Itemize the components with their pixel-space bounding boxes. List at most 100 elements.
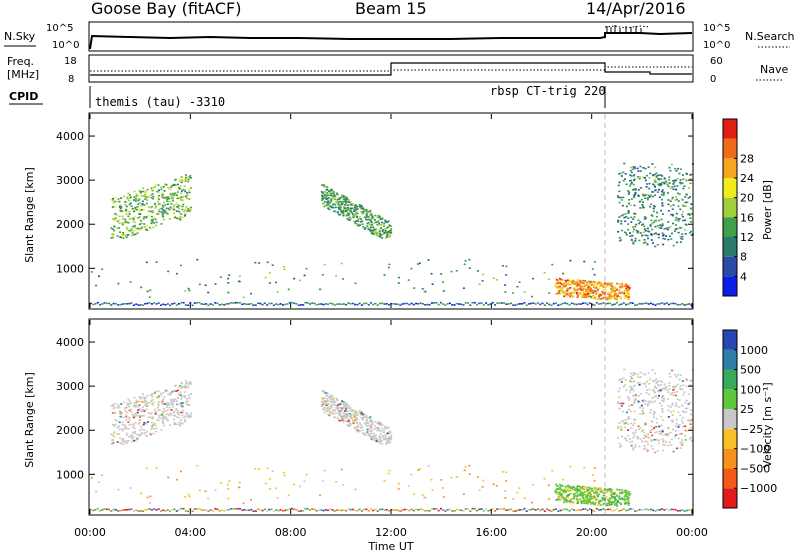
velocity-colorbar-swatch [723, 330, 737, 350]
power-echo-cell [629, 204, 632, 207]
velocity-echo-cell [284, 509, 287, 512]
velocity-echo-cell [611, 490, 614, 493]
velocity-echo-cell [254, 467, 257, 470]
velocity-echo-cell [439, 507, 442, 510]
power-echo-cell [648, 196, 651, 198]
power-echo-cell [621, 291, 624, 294]
velocity-echo-cell [136, 411, 139, 414]
velocity-echo-cell [135, 404, 137, 406]
power-echo-cell [671, 163, 674, 166]
velocity-echo-cell [551, 469, 554, 472]
velocity-echo-cell [348, 425, 351, 427]
velocity-echo-cell [593, 496, 596, 499]
velocity-echo-cell [329, 412, 332, 414]
power-echo-cell [625, 287, 628, 289]
velocity-echo-cell [644, 440, 647, 443]
velocity-echo-cell [164, 410, 167, 412]
power-echo-cell [363, 302, 366, 305]
power-echo-cell [360, 207, 363, 210]
power-echo-cell [634, 191, 637, 194]
power-echo-cell [569, 292, 572, 294]
power-echo-cell [161, 196, 164, 198]
power-echo-cell [669, 200, 672, 202]
velocity-echo-cell [643, 431, 646, 434]
power-echo-cell [583, 296, 586, 298]
power-echo-cell [166, 203, 169, 205]
power-echo-cell [505, 274, 508, 276]
power-echo-cell [386, 231, 389, 233]
power-echo-cell [625, 205, 628, 208]
velocity-echo-cell [681, 509, 684, 511]
velocity-echo-cell [146, 431, 148, 433]
power-echo-cell [110, 198, 113, 201]
velocity-echo-cell [119, 413, 122, 416]
power-echo-cell [578, 288, 581, 290]
power-echo-cell [186, 210, 189, 212]
power-echo-cell [675, 224, 677, 226]
power-echo-cell [182, 180, 185, 182]
power-echo-cell [633, 194, 636, 197]
power-echo-cell [342, 303, 345, 305]
velocity-echo-cell [164, 389, 166, 392]
power-echo-cell [346, 218, 349, 220]
power-echo-cell [634, 188, 637, 190]
power-echo-cell [578, 283, 581, 286]
velocity-echo-cell [450, 476, 453, 479]
power-echo-cell [593, 261, 596, 263]
velocity-echo-cell [653, 439, 656, 441]
power-echo-cell [373, 219, 376, 221]
power-echo-cell [158, 189, 160, 191]
power-echo-cell [682, 178, 685, 181]
velocity-echo-cell [688, 509, 691, 511]
power-echo-cell [671, 208, 674, 210]
power-echo-cell [342, 214, 345, 217]
velocity-echo-cell [349, 508, 352, 511]
power-echo-cell [340, 303, 343, 306]
power-echo-cell [653, 210, 655, 213]
velocity-echo-cell [138, 414, 141, 417]
velocity-echo-cell [666, 398, 669, 400]
power-echo-cell [281, 304, 284, 306]
power-echo-cell [613, 295, 616, 297]
velocity-echo-cell [518, 509, 521, 511]
velocity-echo-cell [684, 429, 687, 432]
velocity-echo-cell [530, 508, 533, 511]
velocity-echo-cell [140, 396, 143, 399]
power-echo-cell [334, 206, 337, 209]
power-echo-cell [171, 194, 174, 197]
velocity-echo-cell [638, 445, 641, 448]
power-echo-cell [338, 213, 341, 216]
velocity-echo-cell [587, 490, 590, 492]
velocity-echo-cell [134, 439, 137, 441]
velocity-echo-cell [503, 508, 506, 510]
velocity-echo-cell [354, 415, 357, 417]
power-echo-cell [181, 179, 184, 181]
power-echo-cell [431, 283, 434, 285]
power-echo-cell [356, 224, 359, 227]
velocity-echo-cell [377, 440, 380, 442]
power-echo-cell [150, 187, 153, 189]
power-echo-cell [183, 185, 186, 187]
velocity-echo-cell [580, 495, 583, 497]
velocity-echo-cell [619, 402, 622, 405]
velocity-echo-cell [504, 490, 507, 492]
power-echo-cell [114, 303, 117, 305]
velocity-echo-cell [512, 498, 515, 500]
velocity-echo-cell [686, 407, 689, 410]
power-echo-cell [629, 185, 632, 187]
velocity-echo-cell [423, 496, 426, 499]
power-echo-cell [321, 184, 324, 186]
velocity-echo-cell [599, 504, 602, 506]
power-echo-cell [344, 204, 346, 206]
velocity-echo-cell [151, 509, 153, 511]
power-echo-cell [663, 182, 666, 185]
power-echo-cell [185, 197, 188, 199]
power-echo-cell [471, 301, 474, 304]
power-echo-cell [625, 233, 628, 236]
velocity-echo-cell [492, 483, 495, 485]
velocity-echo-cell [646, 440, 649, 443]
velocity-echo-cell [587, 499, 590, 502]
velocity-echo-cell [304, 507, 307, 510]
velocity-echo-cell [161, 400, 164, 403]
